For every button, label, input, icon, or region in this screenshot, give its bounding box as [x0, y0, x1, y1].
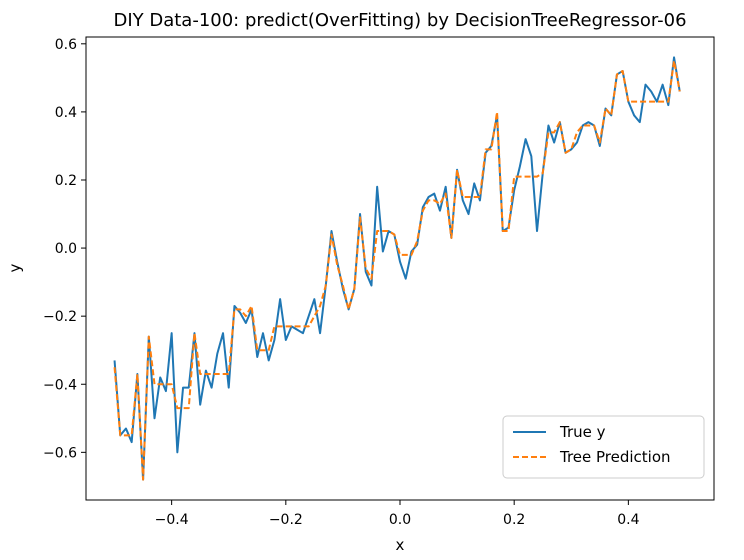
legend-box [502, 415, 705, 479]
x-axis-label: x [396, 536, 405, 554]
y-tick-label: 0.2 [55, 173, 77, 189]
x-tick-label: −0.4 [155, 512, 189, 528]
x-tick-label: 0.4 [617, 512, 639, 528]
y-axis: −0.6 −0.4 −0.2 0.0 0.2 0.4 0.6 [43, 37, 86, 461]
y-tick-label: −0.6 [43, 445, 77, 461]
x-tick-label: −0.2 [269, 512, 303, 528]
y-tick-label: −0.2 [43, 309, 77, 325]
series-line-true-y [113, 56, 681, 481]
series-layer [113, 56, 681, 481]
y-tick-label: 0.4 [55, 105, 77, 121]
x-tick-label: 0.2 [503, 512, 525, 528]
y-axis-label: y [6, 263, 24, 272]
legend-label-tree-prediction: Tree Prediction [559, 448, 671, 466]
series-line-tree-prediction [113, 59, 681, 481]
y-tick-label: 0.0 [55, 241, 77, 257]
x-axis: −0.4 −0.2 0.0 0.2 0.4 [155, 500, 640, 528]
legend: True y Tree Prediction [502, 415, 705, 479]
chart-title: DIY Data-100: predict(OverFitting) by De… [113, 10, 686, 31]
legend-label-true-y: True y [559, 423, 606, 441]
x-tick-label: 0.0 [389, 512, 411, 528]
y-tick-label: 0.6 [55, 37, 77, 53]
y-tick-label: −0.4 [43, 377, 77, 393]
